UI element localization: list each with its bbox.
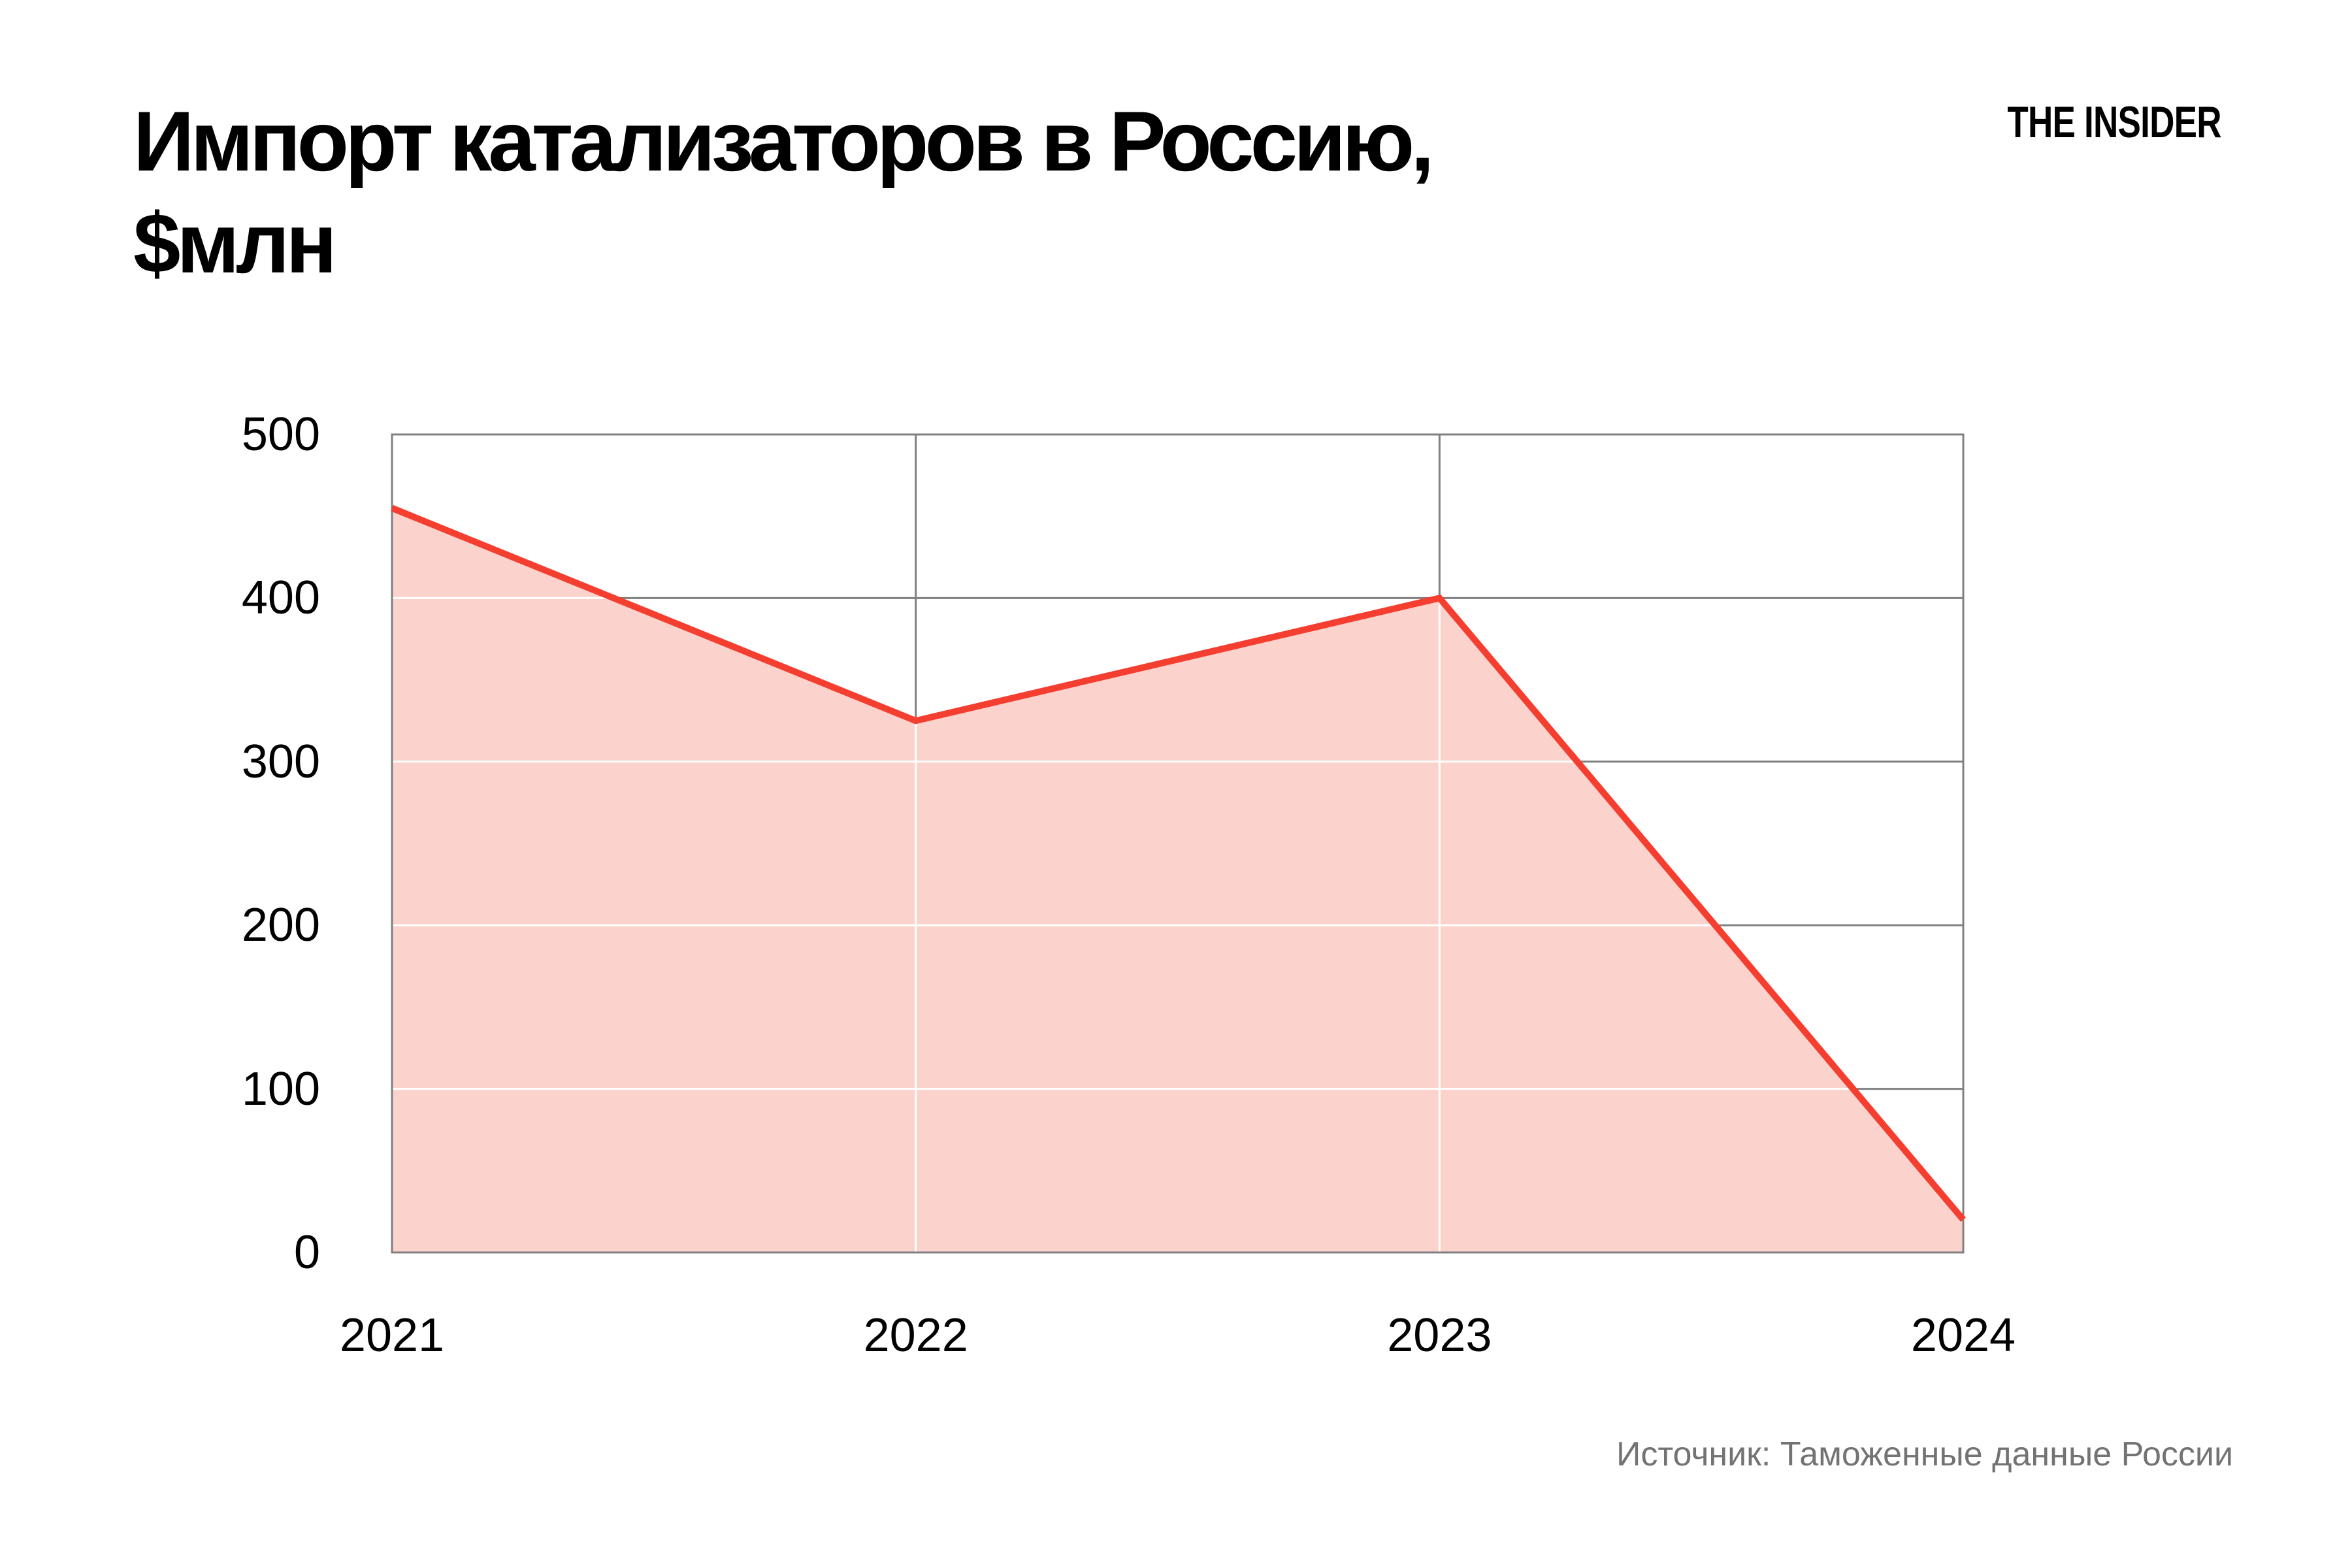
x-axis-tick-label: 2024 bbox=[1910, 1309, 2016, 1362]
the-insider-logo: THE INSIDER bbox=[2007, 97, 2222, 147]
x-axis-tick-label: 2022 bbox=[863, 1309, 968, 1362]
chart-title-line1: Импорт катализаторов в Россию, bbox=[133, 93, 1434, 189]
x-axis-tick-label: 2021 bbox=[339, 1309, 445, 1362]
y-axis-tick-label: 0 bbox=[293, 1226, 320, 1279]
chart-title-line2: $млн bbox=[133, 195, 337, 291]
x-axis-tick-label: 2023 bbox=[1387, 1309, 1492, 1362]
y-axis-tick-label: 300 bbox=[241, 735, 320, 788]
plot-frame bbox=[391, 433, 1965, 1254]
y-axis-tick-label: 400 bbox=[241, 572, 320, 625]
area-fill bbox=[392, 508, 1963, 1253]
y-axis-tick-label: 200 bbox=[241, 899, 320, 952]
source-caption: Источник: Таможенные данные России bbox=[1616, 1435, 2233, 1473]
data-line bbox=[391, 505, 1966, 1222]
y-axis-tick-label: 100 bbox=[241, 1062, 320, 1115]
y-axis-tick-label: 500 bbox=[241, 408, 320, 461]
chart-title: Импорт катализаторов в Россию, $млн bbox=[133, 90, 1434, 294]
